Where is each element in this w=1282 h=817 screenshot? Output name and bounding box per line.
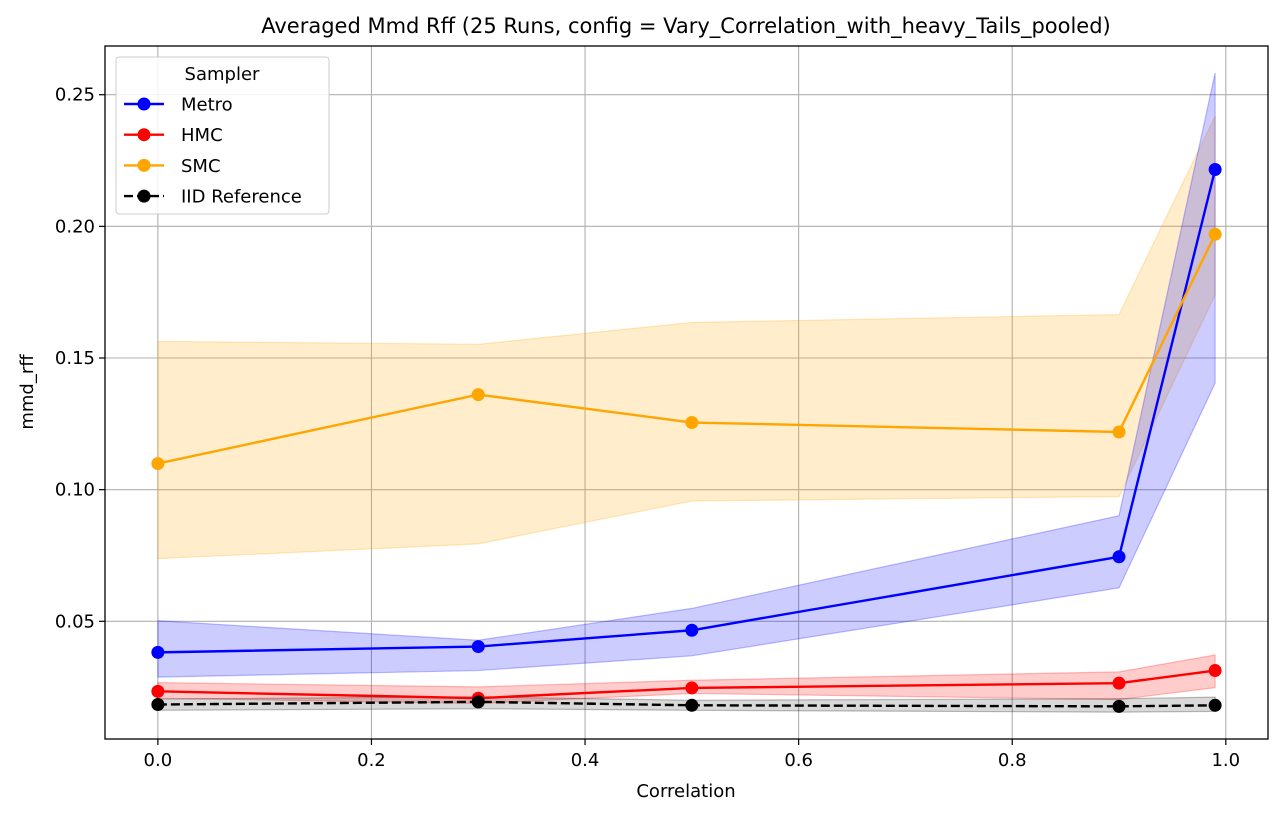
legend-label-hmc: HMC xyxy=(181,125,223,146)
x-axis-label: Correlation xyxy=(636,781,735,802)
y-tick-label: 0.25 xyxy=(55,85,95,106)
y-tick-label: 0.05 xyxy=(55,611,95,632)
x-tick-label: 0.4 xyxy=(571,750,600,771)
x-tick-label: 0.0 xyxy=(144,750,173,771)
y-tick-label: 0.10 xyxy=(55,480,95,501)
grid xyxy=(105,46,1268,739)
point-iid-reference xyxy=(1112,699,1126,713)
point-smc xyxy=(1112,425,1126,439)
point-hmc xyxy=(685,681,699,695)
point-metro xyxy=(1208,162,1222,176)
point-iid-reference xyxy=(471,695,485,709)
chart-title: Averaged Mmd Rff (25 Runs, config = Vary… xyxy=(261,14,1111,39)
point-hmc xyxy=(1112,676,1126,690)
x-tick-label: 1.0 xyxy=(1211,750,1240,771)
series-points xyxy=(151,162,1222,713)
plot-frame xyxy=(104,45,1269,740)
legend-items: Metro HMC SMC IID Reference xyxy=(124,95,302,208)
legend-title: Sampler xyxy=(185,64,260,85)
legend-marker-hmc xyxy=(137,128,151,142)
point-smc xyxy=(1208,227,1222,241)
legend-marker-iid-reference xyxy=(137,189,151,203)
point-smc xyxy=(471,388,485,402)
legend-label-iid-reference: IID Reference xyxy=(181,187,302,208)
y-axis-label: mmd_rff xyxy=(17,354,38,430)
x-tick-label: 0.2 xyxy=(357,750,386,771)
point-iid-reference xyxy=(685,698,699,712)
legend: Sampler Metro HMC SMC IID Reference xyxy=(115,56,330,215)
point-smc xyxy=(151,457,165,471)
legend-label-metro: Metro xyxy=(181,95,233,116)
legend-box xyxy=(115,56,330,215)
point-metro xyxy=(151,645,165,659)
band-metro xyxy=(157,72,1216,678)
x-tick-label: 0.8 xyxy=(998,750,1027,771)
point-hmc xyxy=(151,684,165,698)
x-axis-ticks: 0.0 0.2 0.4 0.6 0.8 1.0 xyxy=(144,739,1240,771)
legend-label-smc: SMC xyxy=(181,156,221,177)
point-metro xyxy=(685,623,699,637)
y-axis-ticks: 0.05 0.10 0.15 0.20 0.25 xyxy=(55,85,105,632)
legend-marker-metro xyxy=(137,97,151,111)
point-metro xyxy=(1112,550,1126,564)
point-metro xyxy=(471,640,485,654)
point-hmc xyxy=(1208,664,1222,678)
y-tick-label: 0.20 xyxy=(55,216,95,237)
point-smc xyxy=(685,416,699,430)
legend-marker-smc xyxy=(137,158,151,172)
y-tick-label: 0.15 xyxy=(55,348,95,369)
x-tick-label: 0.6 xyxy=(784,750,813,771)
point-iid-reference xyxy=(151,698,165,712)
band-smc xyxy=(157,116,1216,560)
point-iid-reference xyxy=(1208,698,1222,712)
